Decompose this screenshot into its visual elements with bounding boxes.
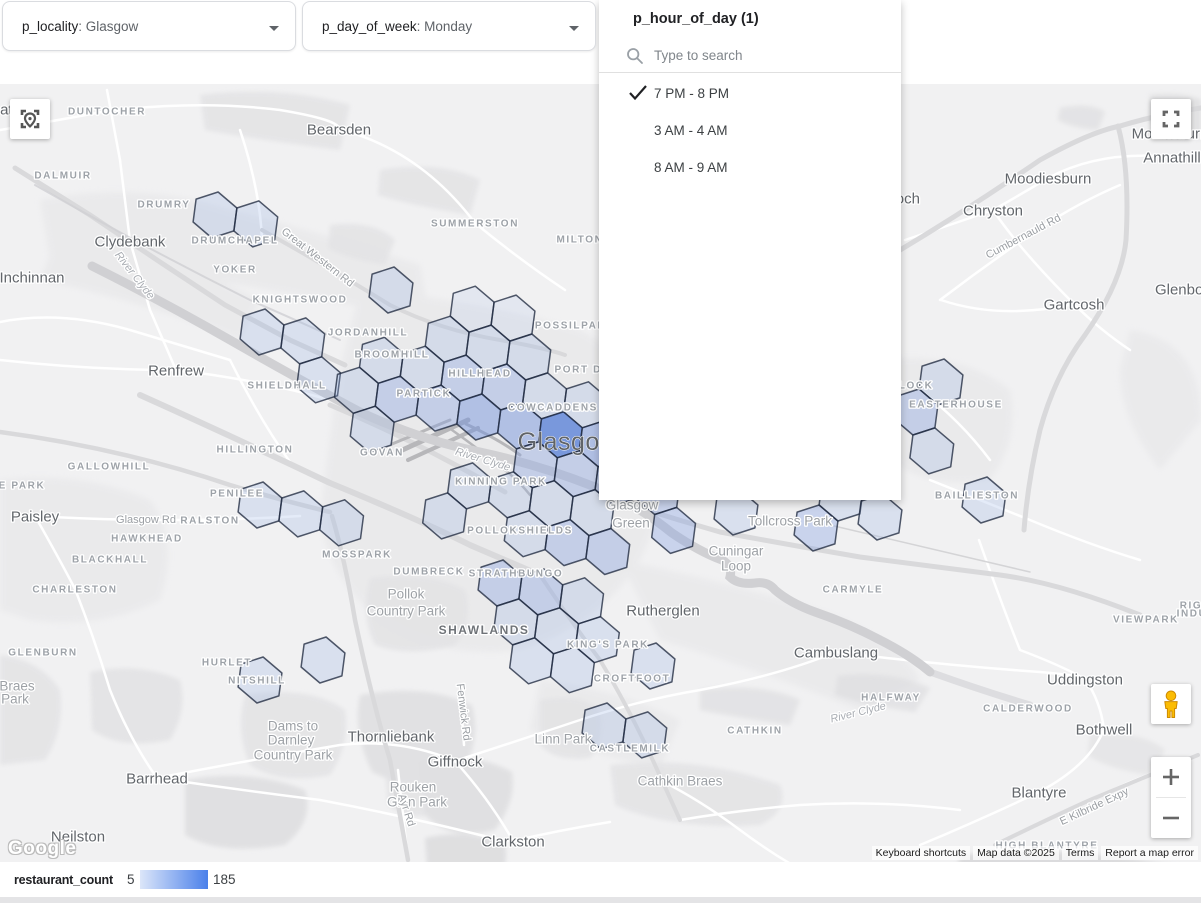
- svg-text:CROFTFOOT: CROFTFOOT: [594, 674, 671, 685]
- svg-text:Cambuslang: Cambuslang: [794, 644, 878, 661]
- svg-text:Rouken: Rouken: [390, 780, 437, 795]
- svg-text:Country Park: Country Park: [367, 604, 446, 619]
- svg-text:COWCADDENS: COWCADDENS: [508, 403, 598, 414]
- svg-text:EASTERHOUSE: EASTERHOUSE: [909, 400, 1003, 411]
- svg-text:Paisley: Paisley: [11, 508, 60, 525]
- svg-text:DUNTOCHER: DUNTOCHER: [68, 107, 146, 118]
- svg-text:DRUMRY: DRUMRY: [137, 200, 190, 211]
- svg-text:GALLOWHILL: GALLOWHILL: [68, 462, 151, 473]
- svg-text:Blantyre: Blantyre: [1011, 784, 1066, 801]
- svg-text:CASTLEMILK: CASTLEMILK: [590, 744, 670, 755]
- svg-text:Thornliebank: Thornliebank: [348, 728, 435, 745]
- svg-text:Glasgow Rd: Glasgow Rd: [116, 514, 176, 526]
- svg-text:Giffnock: Giffnock: [428, 753, 483, 770]
- svg-text:YOKER: YOKER: [213, 265, 257, 276]
- svg-text:INDU: INDU: [1177, 609, 1201, 620]
- svg-text:Annathill: Annathill: [1143, 149, 1201, 166]
- svg-text:RIG: RIG: [1180, 601, 1201, 612]
- svg-text:PENILEE: PENILEE: [210, 489, 264, 500]
- svg-text:HALFWAY: HALFWAY: [861, 693, 921, 704]
- svg-text:SHIELDHALL: SHIELDHALL: [247, 381, 326, 392]
- svg-text:Bearsden: Bearsden: [307, 121, 371, 138]
- svg-text:Darnley: Darnley: [268, 733, 315, 748]
- svg-text:Glen Park: Glen Park: [387, 795, 447, 810]
- svg-text:HILLHEAD: HILLHEAD: [448, 369, 511, 380]
- svg-text:VIEWPARK: VIEWPARK: [1113, 615, 1179, 626]
- svg-text:KNIGHTSWOOD: KNIGHTSWOOD: [253, 295, 348, 306]
- svg-text:JORDANHILL: JORDANHILL: [328, 328, 408, 339]
- svg-text:BAILLIESTON: BAILLIESTON: [935, 491, 1019, 502]
- svg-text:Inchinnan: Inchinnan: [0, 269, 65, 286]
- svg-text:Braes: Braes: [0, 679, 35, 694]
- svg-text:KINNING PARK: KINNING PARK: [455, 477, 547, 488]
- svg-text:Uddingston: Uddingston: [1047, 671, 1123, 688]
- svg-text:PARTICK: PARTICK: [397, 389, 452, 400]
- svg-text:CHARLESTON: CHARLESTON: [32, 585, 117, 596]
- svg-text:Park: Park: [1, 692, 29, 707]
- svg-text:Clydebank: Clydebank: [95, 233, 166, 250]
- svg-text:Clarkston: Clarkston: [481, 833, 544, 850]
- svg-text:HILLINGTON: HILLINGTON: [217, 445, 294, 456]
- svg-text:Cuningar: Cuningar: [709, 544, 764, 559]
- svg-text:CALDERWOOD: CALDERWOOD: [983, 704, 1073, 715]
- svg-text:Glenboig: Glenboig: [1155, 281, 1201, 298]
- svg-text:Chryston: Chryston: [963, 202, 1023, 219]
- svg-text:Dams to: Dams to: [268, 719, 318, 734]
- svg-text:STRATHBUNGO: STRATHBUNGO: [469, 569, 564, 580]
- svg-text:Barrhead: Barrhead: [126, 770, 188, 787]
- svg-text:BROOMHILL: BROOMHILL: [355, 350, 430, 361]
- svg-text:Cathkin Braes: Cathkin Braes: [638, 774, 723, 789]
- svg-text:SHAWLANDS: SHAWLANDS: [439, 623, 530, 637]
- svg-text:SUMMERSTON: SUMMERSTON: [431, 219, 519, 230]
- svg-text:POSSILPARK: POSSILPARK: [535, 321, 615, 332]
- svg-text:MOSSPARK: MOSSPARK: [322, 550, 392, 561]
- svg-text:Linn Park: Linn Park: [534, 732, 591, 747]
- svg-text:E PARK: E PARK: [0, 481, 45, 492]
- svg-text:Pollok: Pollok: [388, 587, 425, 602]
- svg-text:Renfrew: Renfrew: [148, 362, 204, 379]
- svg-text:Tollcross Park: Tollcross Park: [748, 514, 832, 529]
- svg-text:BLACKHALL: BLACKHALL: [72, 555, 148, 566]
- svg-text:Loop: Loop: [721, 559, 751, 574]
- svg-text:GOVAN: GOVAN: [360, 448, 404, 459]
- svg-text:Rutherglen: Rutherglen: [626, 602, 699, 619]
- svg-text:Green: Green: [612, 516, 650, 531]
- svg-text:DUMBRECK: DUMBRECK: [393, 567, 464, 578]
- svg-text:RALSTON: RALSTON: [180, 516, 239, 527]
- svg-text:HURLET: HURLET: [202, 658, 252, 669]
- svg-text:KING'S PARK: KING'S PARK: [567, 640, 649, 651]
- svg-text:CARMYLE: CARMYLE: [823, 585, 884, 596]
- svg-text:POLLOKSHIELDS: POLLOKSHIELDS: [467, 526, 573, 537]
- svg-text:DRUMCHAPEL: DRUMCHAPEL: [191, 236, 278, 247]
- svg-text:Bothwell: Bothwell: [1076, 721, 1133, 738]
- svg-text:DALMUIR: DALMUIR: [34, 171, 91, 182]
- svg-text:Gartcosh: Gartcosh: [1044, 296, 1105, 313]
- svg-text:NITSHILL: NITSHILL: [228, 676, 286, 687]
- svg-text:HAWKHEAD: HAWKHEAD: [111, 534, 183, 545]
- svg-text:Glasgow: Glasgow: [606, 498, 659, 513]
- svg-text:MILTON: MILTON: [556, 235, 603, 246]
- svg-text:Moodiesburn: Moodiesburn: [1005, 170, 1092, 187]
- svg-text:GLENBURN: GLENBURN: [8, 648, 77, 659]
- svg-text:Neilston: Neilston: [51, 828, 105, 845]
- svg-text:CATHKIN: CATHKIN: [727, 726, 782, 737]
- svg-text:Country Park: Country Park: [254, 748, 333, 763]
